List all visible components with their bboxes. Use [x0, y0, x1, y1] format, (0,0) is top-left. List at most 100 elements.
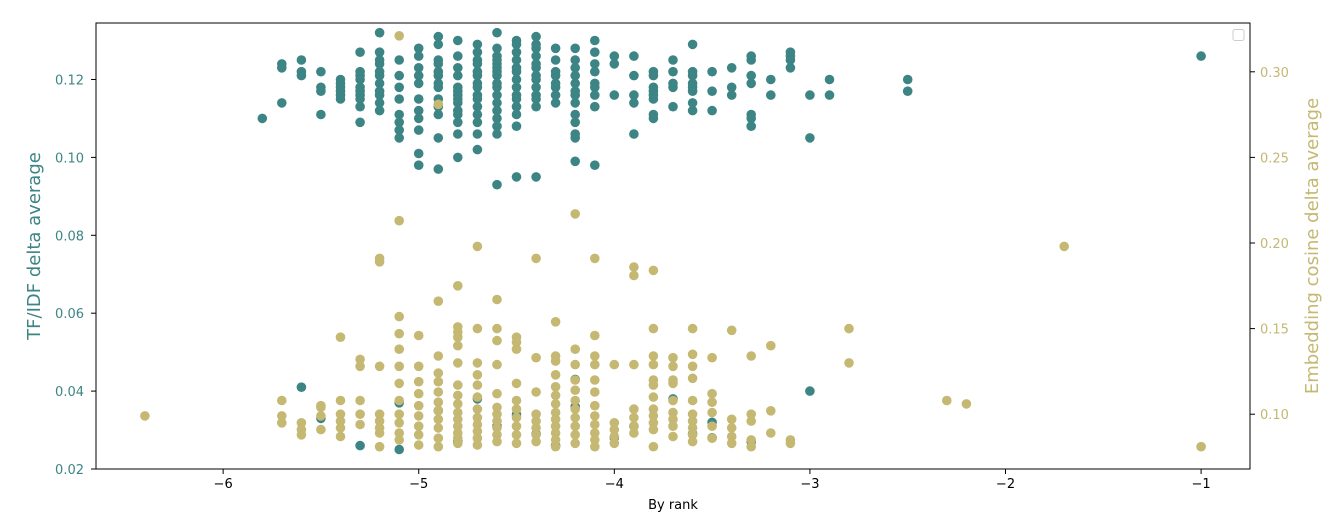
embedding-point — [335, 395, 346, 406]
x-axis: −6 −5 −4 −3 −2 −1 — [214, 469, 1211, 492]
tfidf-point — [570, 133, 580, 143]
embedding-point — [394, 395, 405, 406]
y-right-tick-label: 0.15 — [1260, 323, 1289, 338]
embedding-point — [648, 404, 659, 414]
embedding-point — [590, 375, 600, 385]
embedding-point — [746, 416, 756, 426]
tfidf-point — [902, 74, 913, 85]
embedding-point — [472, 440, 483, 450]
y-left-tick-label: 0.04 — [55, 385, 84, 400]
embedding-point — [492, 402, 502, 413]
tfidf-point — [511, 66, 522, 77]
embedding-point — [726, 414, 737, 425]
embedding-point — [492, 388, 502, 399]
y-axis-left: 0.02 0.04 0.06 0.08 0.10 0.12 — [55, 73, 96, 478]
embedding-point — [413, 411, 424, 421]
tfidf-point — [433, 82, 444, 93]
embedding-point — [394, 409, 405, 420]
tfidf-point — [550, 98, 561, 108]
tfidf-point — [433, 109, 444, 120]
y-left-tick-label: 0.08 — [55, 229, 84, 244]
embedding-point — [511, 337, 522, 348]
embedding-point — [707, 397, 717, 408]
embedding-point — [413, 421, 424, 432]
embedding-point — [687, 361, 698, 372]
embedding-point — [668, 421, 678, 432]
tfidf-point — [511, 172, 522, 182]
embedding-point — [453, 438, 463, 449]
embedding-point — [394, 428, 405, 438]
embedding-point — [355, 419, 365, 430]
embedding-point — [413, 376, 424, 387]
y-axis-right: 0.10 0.15 0.20 0.25 0.30 — [1250, 66, 1289, 423]
embedding-point — [746, 435, 756, 445]
embedding-point — [472, 370, 483, 380]
embedding-point — [492, 436, 502, 447]
embedding-point — [472, 426, 483, 437]
tfidf-point — [550, 82, 561, 93]
tfidf-point — [355, 101, 365, 112]
embedding-point — [355, 409, 365, 420]
tfidf-point — [472, 59, 483, 69]
embedding-point — [726, 438, 737, 449]
tfidf-point — [316, 109, 326, 120]
tfidf-point — [394, 70, 405, 81]
tfidf-point — [374, 27, 385, 38]
tfidf-point — [374, 105, 385, 116]
embedding-point — [511, 438, 522, 449]
y-left-tick-label: 0.10 — [55, 151, 84, 166]
embedding-point — [550, 317, 561, 327]
embedding-point — [550, 414, 561, 425]
tfidf-point — [531, 172, 541, 182]
embedding-point — [374, 416, 385, 426]
tfidf-point — [394, 133, 405, 143]
embedding-point — [629, 404, 639, 414]
embedding-point — [316, 424, 326, 435]
embedding-point — [570, 412, 580, 423]
embedding-point — [531, 387, 541, 397]
embedding-point — [570, 421, 580, 432]
x-tick-label: −5 — [409, 477, 428, 492]
embedding-point — [707, 433, 717, 444]
embedding-point — [687, 416, 698, 426]
embedding-point — [472, 404, 483, 414]
embedding-point — [961, 399, 972, 409]
tfidf-point — [413, 70, 424, 81]
embedding-point — [570, 404, 580, 414]
embedding-point — [433, 406, 444, 416]
tfidf-point — [590, 66, 600, 77]
embedding-point — [472, 412, 483, 423]
tfidf-point — [492, 179, 502, 190]
tfidf-point — [413, 78, 424, 89]
tfidf-point — [394, 94, 405, 104]
embedding-point — [531, 253, 541, 264]
tfidf-point — [629, 51, 639, 61]
embedding-point — [590, 330, 600, 341]
embedding-point — [707, 388, 717, 399]
tfidf-point — [687, 86, 698, 96]
embedding-point — [472, 323, 483, 334]
tfidf-point — [413, 105, 424, 116]
tfidf-point — [277, 98, 287, 108]
tfidf-point — [531, 63, 541, 73]
tfidf-point — [629, 70, 639, 81]
embedding-point — [590, 428, 600, 438]
tfidf-point — [453, 63, 463, 73]
embedding-point — [355, 354, 365, 365]
embedding-point — [433, 387, 444, 397]
embedding-point — [687, 323, 698, 334]
tfidf-point — [785, 55, 796, 65]
embedding-point — [570, 209, 580, 219]
tfidf-point — [453, 51, 463, 61]
tfidf-point — [531, 94, 541, 104]
embedding-point — [413, 361, 424, 372]
tfidf-point — [570, 98, 580, 108]
embedding-point — [453, 390, 463, 401]
embedding-point — [277, 395, 287, 406]
embedding-point — [433, 351, 444, 361]
embedding-point — [511, 412, 522, 423]
tfidf-point — [433, 70, 444, 81]
embedding-point — [629, 262, 639, 272]
tfidf-point — [472, 94, 483, 104]
tfidf-point — [374, 47, 385, 57]
